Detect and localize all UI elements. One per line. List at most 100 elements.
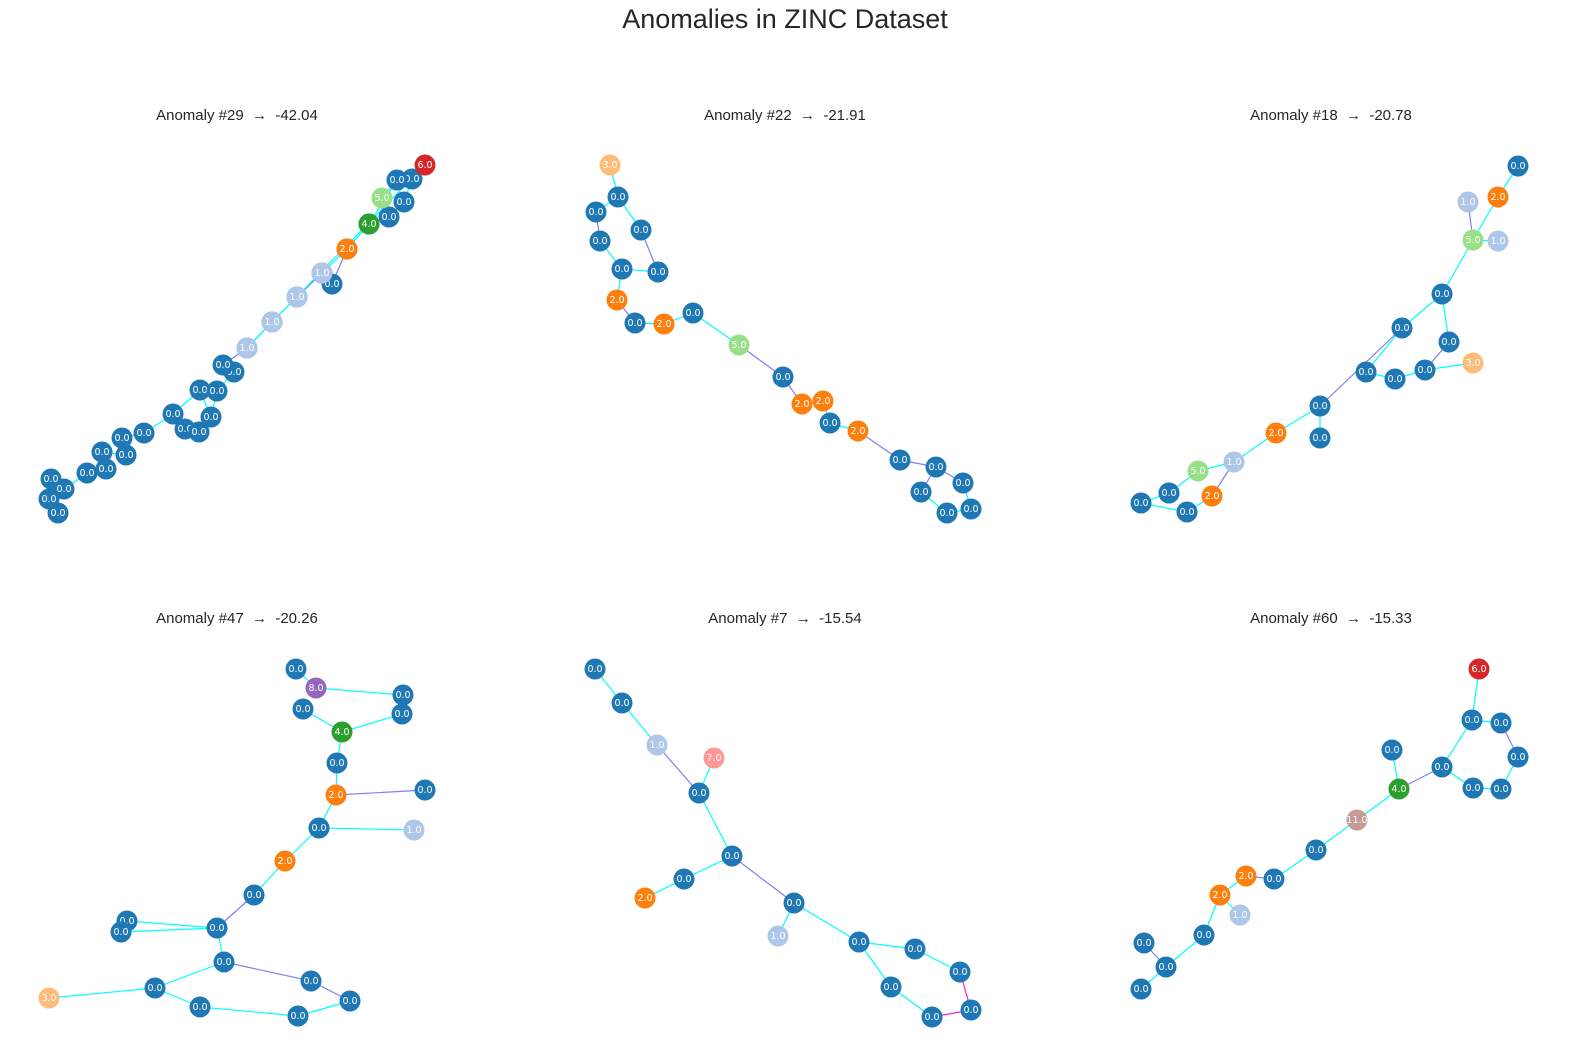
atom-node [791,393,813,415]
atom-node [1431,283,1453,305]
atom-label: 0.0 [177,424,192,435]
bond-edge [318,827,415,831]
atom-label: 0.0 [113,927,128,938]
atom-label: 0.0 [1417,365,1432,376]
atom-node [921,1006,943,1028]
atom-label: 1.0 [406,825,421,836]
atom-node [925,456,947,478]
atom-node [1130,978,1152,1000]
graph-anomaly-22: 3.0 0.0 0.0 0.0 0.0 0.0 0.0 2.0 0.0 2.0 0.0 5.0 0.0 2… [585,154,982,524]
atom-node [688,782,710,804]
atom-label: 0.0 [1179,507,1194,518]
atom-node [188,421,210,443]
atom-node [285,658,307,680]
atom-node [53,478,75,500]
atom-label: 1.0 [264,317,279,328]
bond-edge [335,789,426,796]
atom-node [1490,712,1512,734]
atom-label: 2.0 [1268,428,1283,439]
atom-node [1355,361,1377,383]
atom-label: 0.0 [963,1005,978,1016]
atom-label: 0.0 [1312,433,1327,444]
atom-node [889,449,911,471]
atom-node [292,698,314,720]
atom-label: 0.0 [216,957,231,968]
atom-node [646,734,668,756]
atom-label: 0.0 [303,976,318,987]
atom-label: 0.0 [1133,498,1148,509]
atom-node [261,311,283,333]
atom-label: 11.0 [1346,815,1367,826]
atom-node [1384,368,1406,390]
graph-anomaly-18: 0.02.01.05.0 1.00.00.00.00.00.00.03.00.00… [1130,155,1529,523]
atom-node [111,427,133,449]
atom-node [325,784,347,806]
atom-node [243,884,265,906]
atom-node [1431,756,1453,778]
atom-label: 0.0 [118,450,133,461]
atom-node [95,458,117,480]
atom-node [162,403,184,425]
atom-node [1487,230,1509,252]
atom-label: 0.0 [614,264,629,275]
atom-node [414,779,436,801]
atom-label: 0.0 [822,418,837,429]
bond-edge [315,687,404,696]
atom-label: 0.0 [192,1002,207,1013]
panel-title-1: Anomaly #29 → -42.04 [156,107,318,124]
graph-anomaly-47: 0.08.00.00.00.04.00.02.0 0.00.0 1.02.00.00… [38,658,436,1027]
atom-label: 0.0 [1384,745,1399,756]
atom-label: 0.0 [43,474,58,485]
bond-edge [656,744,700,794]
atom-node [1487,186,1509,208]
atom-node [952,472,974,494]
atom-label: 0.0 [1266,874,1281,885]
atom-node [392,684,414,706]
atom-node [1130,492,1152,514]
atom-label: 0.0 [939,508,954,519]
atom-node [91,441,113,463]
atom-node [1381,739,1403,761]
bond-edge [698,792,733,857]
atom-node [599,154,621,176]
atom-node [1388,778,1410,800]
atom-node [1229,904,1251,926]
atom-node [401,168,423,190]
atom-label: 8.0 [308,683,323,694]
atom-node [189,379,211,401]
atom-node [949,961,971,983]
atom-label: 0.0 [924,1012,939,1023]
atom-node [274,850,296,872]
atom-node [371,187,393,209]
atom-node [1346,809,1368,831]
atom-label: 0.0 [775,372,790,383]
atom-label: 3.0 [602,160,617,171]
atom-label: 0.0 [1441,337,1456,348]
panel-title-2: Anomaly #22 → -21.91 [704,107,866,124]
atom-node [1193,924,1215,946]
atom-node [1309,395,1331,417]
atom-label: 0.0 [610,192,625,203]
atom-node [1235,865,1257,887]
atom-label: 0.0 [324,279,339,290]
atom-label: 0.0 [907,944,922,955]
bond-edge [793,902,860,943]
atom-label: 0.0 [1493,718,1508,729]
atom-label: 2.0 [794,399,809,410]
atom-label: 0.0 [614,698,629,709]
atom-node [331,721,353,743]
atom-label: 0.0 [963,504,978,515]
atom-label: 0.0 [883,982,898,993]
panel-title-4: Anomaly #47 → -20.26 [156,610,318,627]
atom-node [326,752,348,774]
atom-label: 0.0 [41,494,56,505]
atom-label: 0.0 [1308,845,1323,856]
atom-label: 2.0 [1204,491,1219,502]
atom-label: 0.0 [676,874,691,885]
atom-node [47,502,69,524]
atom-node [1309,427,1331,449]
atom-label: 0.0 [50,508,65,519]
atom-label: 0.0 [165,409,180,420]
atom-label: 0.0 [588,207,603,218]
